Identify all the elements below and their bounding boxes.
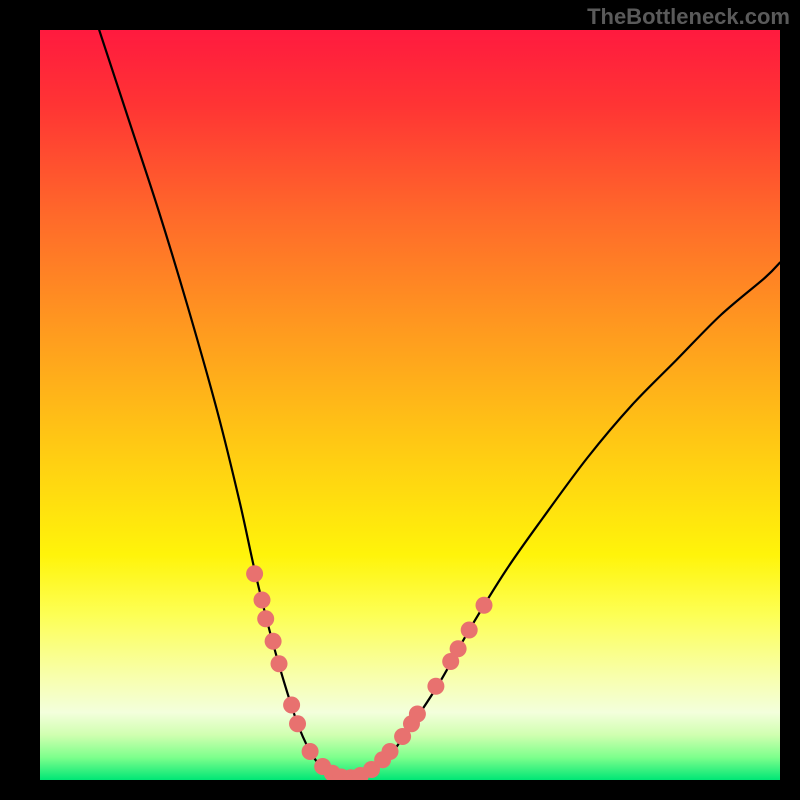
watermark-text: TheBottleneck.com <box>587 4 790 30</box>
data-marker <box>265 633 282 650</box>
bottleneck-chart <box>0 0 800 800</box>
data-marker <box>246 565 263 582</box>
data-marker <box>382 743 399 760</box>
data-marker <box>257 610 274 627</box>
data-marker <box>476 597 493 614</box>
plot-background-gradient <box>40 30 780 780</box>
data-marker <box>450 640 467 657</box>
data-marker <box>271 655 288 672</box>
data-marker <box>289 715 306 732</box>
data-marker <box>461 622 478 639</box>
data-marker <box>409 706 426 723</box>
data-marker <box>283 697 300 714</box>
data-marker <box>427 678 444 695</box>
data-marker <box>254 592 271 609</box>
data-marker <box>302 743 319 760</box>
